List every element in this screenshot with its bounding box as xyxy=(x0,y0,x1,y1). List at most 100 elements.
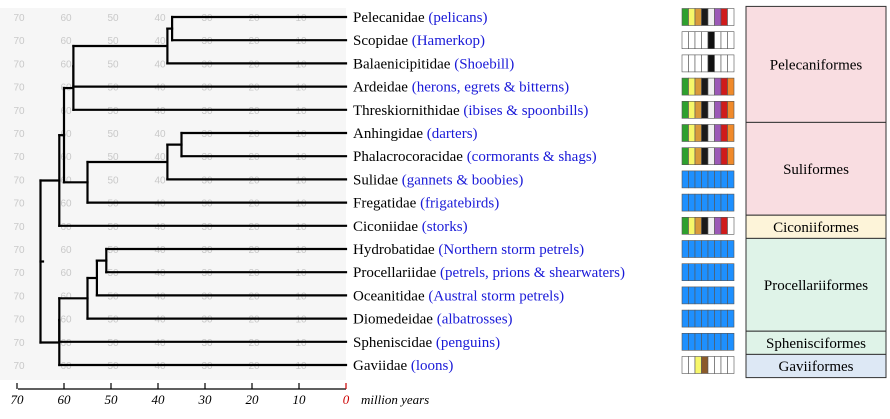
background-age-number: 10 xyxy=(295,175,307,186)
background-age-number: 20 xyxy=(248,315,260,326)
swatch-row xyxy=(681,124,735,142)
taxon-label: Diomedeidae (albatrosses) xyxy=(353,312,513,328)
color-swatch xyxy=(707,8,715,26)
color-swatch xyxy=(688,124,696,142)
background-age-number: 70 xyxy=(13,152,25,163)
color-swatch xyxy=(701,263,709,282)
color-swatch xyxy=(681,193,689,212)
common-name: (Shoebill) xyxy=(454,56,514,72)
color-swatch xyxy=(720,77,728,96)
background-age-number: 30 xyxy=(201,222,213,233)
color-swatch xyxy=(694,309,702,328)
swatch-row xyxy=(681,356,735,374)
color-swatch xyxy=(694,356,702,374)
color-swatch xyxy=(707,356,715,374)
color-swatch xyxy=(720,170,728,189)
axis-tick-label: 50 xyxy=(105,392,119,407)
background-age-number: 40 xyxy=(154,83,166,94)
background-age-number: 10 xyxy=(295,291,307,302)
taxon-label: Spheniscidae (penguins) xyxy=(353,335,500,351)
color-swatch xyxy=(707,263,715,282)
common-name: (ibises & spoonbills) xyxy=(463,103,588,119)
background-age-number: 40 xyxy=(154,36,166,47)
background-age-number: 20 xyxy=(248,59,260,70)
color-swatch xyxy=(714,77,722,96)
background-age-number: 10 xyxy=(295,13,307,24)
family-name: Ardeidae xyxy=(353,80,412,96)
axis-tick-label: 10 xyxy=(293,392,307,407)
color-swatch xyxy=(688,240,696,258)
axis-unit-label: million years xyxy=(361,392,429,407)
color-swatch xyxy=(688,54,696,73)
color-swatch xyxy=(727,332,735,351)
color-swatch xyxy=(720,54,728,73)
color-swatch xyxy=(720,124,728,142)
background-age-number: 10 xyxy=(295,268,307,279)
common-name: (frigatebirds) xyxy=(420,196,499,212)
order-box xyxy=(745,353,887,379)
color-swatch xyxy=(720,240,728,258)
color-swatch xyxy=(681,54,689,73)
background-age-number: 20 xyxy=(248,268,260,279)
color-swatch xyxy=(714,8,722,26)
background-age-number: 50 xyxy=(107,129,119,140)
color-swatch xyxy=(707,332,715,351)
background-age-number: 40 xyxy=(154,59,166,70)
background-age-number: 30 xyxy=(201,315,213,326)
color-swatch xyxy=(727,77,735,96)
color-swatch xyxy=(714,309,722,328)
family-name: Fregatidae xyxy=(353,196,420,212)
color-swatch xyxy=(720,309,728,328)
background-age-number: 70 xyxy=(13,338,25,349)
color-swatch xyxy=(694,54,702,73)
swatch-row xyxy=(681,101,735,119)
background-age-number: 20 xyxy=(248,129,260,140)
color-swatch xyxy=(694,8,702,26)
color-swatch xyxy=(701,332,709,351)
color-swatch xyxy=(707,54,715,73)
taxon-label: Oceanitidae (Austral storm petrels) xyxy=(353,288,564,304)
background-age-number: 50 xyxy=(107,36,119,47)
background-age-number: 60 xyxy=(60,291,72,302)
background-age-number: 40 xyxy=(154,338,166,349)
background-age-number: 60 xyxy=(60,59,72,70)
order-box xyxy=(745,121,887,216)
background-age-number: 70 xyxy=(13,129,25,140)
background-age-number: 60 xyxy=(60,36,72,47)
color-swatch xyxy=(714,240,722,258)
swatch-row xyxy=(681,31,735,50)
color-swatch xyxy=(707,101,715,119)
background-age-number: 50 xyxy=(107,315,119,326)
background-age-number: 60 xyxy=(60,222,72,233)
color-swatch xyxy=(688,31,696,50)
color-swatch-column xyxy=(681,8,735,374)
color-swatch xyxy=(701,54,709,73)
background-age-number: 70 xyxy=(13,315,25,326)
common-name: (loons) xyxy=(411,358,454,374)
background-age-number: 70 xyxy=(13,175,25,186)
taxon-label: Phalacrocoracidae (cormorants & shags) xyxy=(353,149,597,165)
color-swatch xyxy=(681,124,689,142)
color-swatch xyxy=(694,170,702,189)
color-swatch xyxy=(720,31,728,50)
background-age-number: 30 xyxy=(201,83,213,94)
color-swatch xyxy=(681,101,689,119)
color-swatch xyxy=(727,8,735,26)
color-swatch xyxy=(701,240,709,258)
background-age-number: 20 xyxy=(248,13,260,24)
background-age-number: 10 xyxy=(295,338,307,349)
color-swatch xyxy=(681,217,689,235)
background-age-number: 10 xyxy=(295,315,307,326)
color-swatch xyxy=(720,193,728,212)
color-swatch xyxy=(688,101,696,119)
color-swatch xyxy=(688,217,696,235)
background-age-number: 50 xyxy=(107,222,119,233)
color-swatch xyxy=(707,124,715,142)
swatch-row xyxy=(681,240,735,258)
color-swatch xyxy=(694,31,702,50)
background-age-number: 30 xyxy=(201,13,213,24)
background-age-number: 10 xyxy=(295,361,307,372)
family-name: Pelecanidae xyxy=(353,10,428,26)
color-swatch xyxy=(707,193,715,212)
common-name: (Northern storm petrels) xyxy=(438,242,584,258)
